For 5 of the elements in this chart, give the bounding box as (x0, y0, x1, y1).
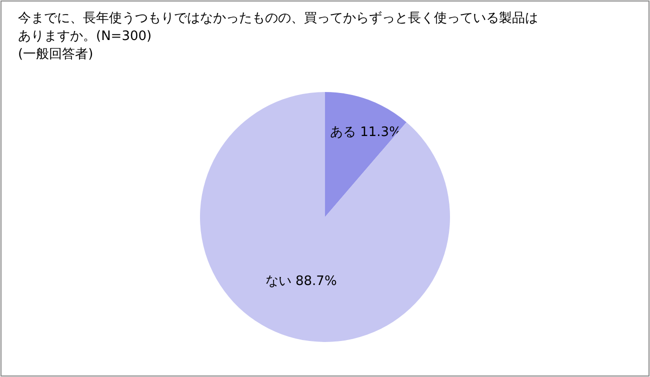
text: (一般回答者) (18, 47, 94, 62)
chart-title: 今までに、長年使うつもりではなかったものの、買ってからずっと長く使っている製品はありますか。(N=300) (18, 11, 538, 44)
pie-slice (325, 92, 406, 217)
pie-slice (200, 92, 450, 342)
slice-label: ない 88.7% (265, 274, 337, 290)
